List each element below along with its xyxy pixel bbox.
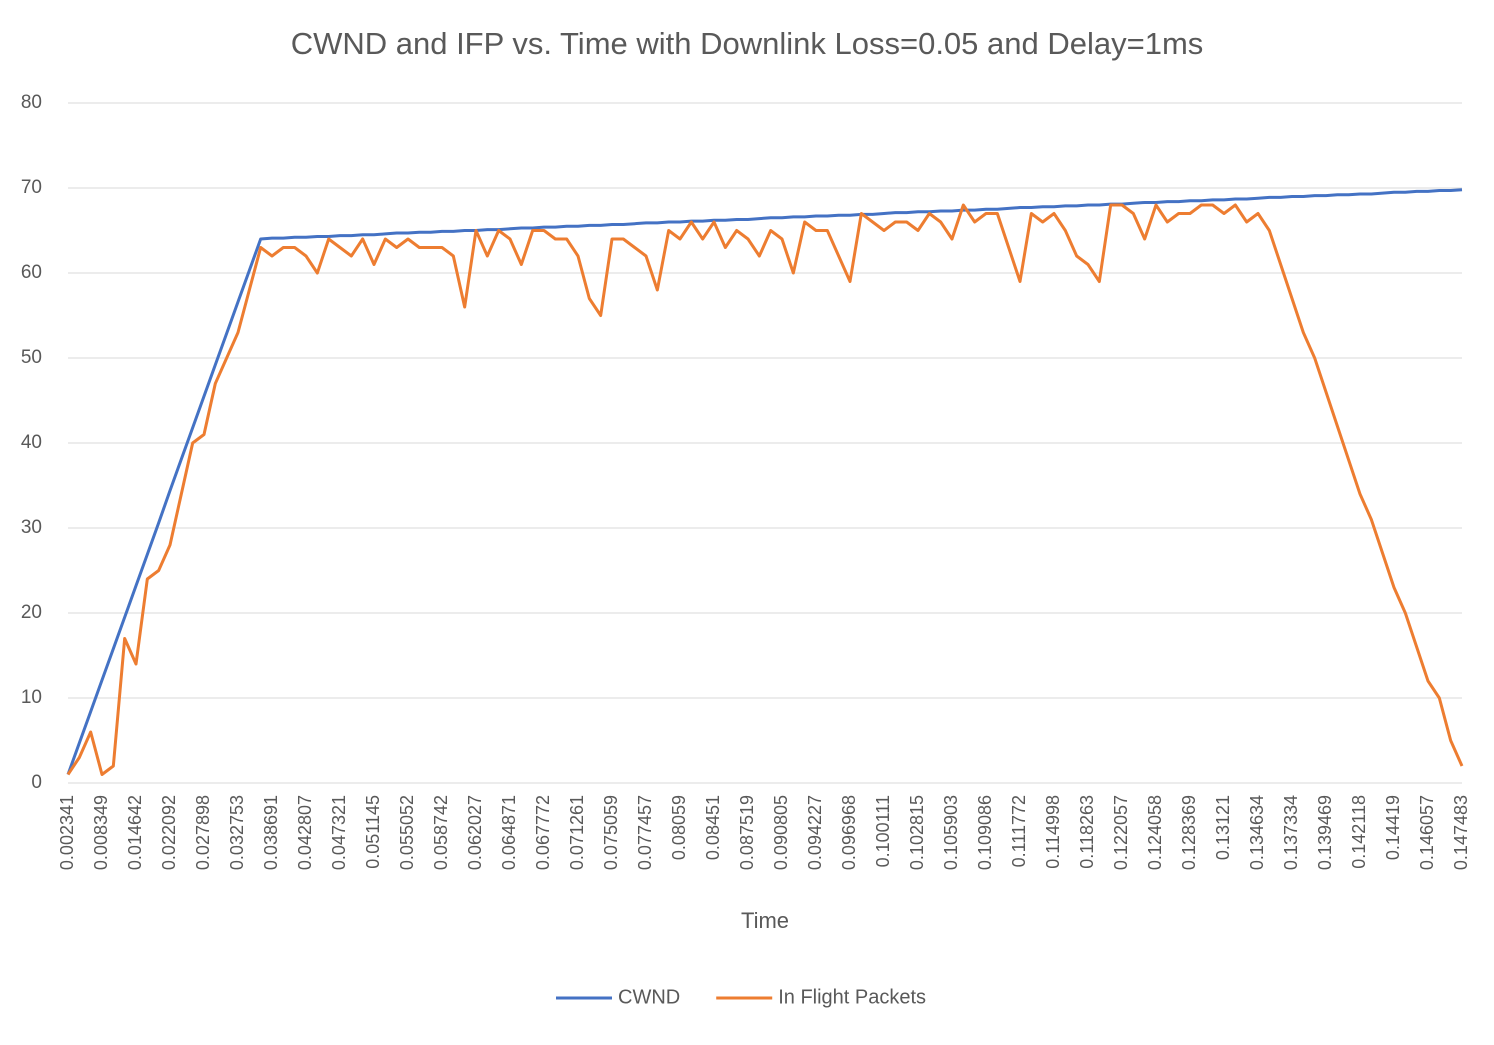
y-tick-label: 50 (21, 347, 42, 368)
y-tick-label: 70 (21, 177, 42, 198)
x-tick-label: 0.128369 (1179, 795, 1199, 870)
legend-label: CWND (618, 986, 680, 1008)
x-tick-label: 0.105903 (941, 795, 961, 870)
x-tick-label: 0.094227 (805, 795, 825, 870)
x-tick-label: 0.075059 (601, 795, 621, 870)
y-tick-label: 80 (21, 92, 42, 113)
x-axis-title: Time (741, 908, 789, 933)
x-tick-label: 0.062027 (465, 795, 485, 870)
x-tick-label: 0.146057 (1417, 795, 1437, 870)
x-tick-label: 0.038691 (261, 795, 281, 870)
x-tick-label: 0.114998 (1043, 795, 1063, 869)
x-tick-label: 0.134634 (1247, 795, 1267, 870)
x-tick-label: 0.077457 (635, 795, 655, 870)
x-tick-label: 0.055052 (397, 795, 417, 870)
x-tick-label: 0.014642 (125, 795, 145, 870)
x-tick-label: 0.08059 (669, 795, 689, 860)
x-tick-label: 0.002341 (57, 795, 77, 870)
x-tick-label: 0.100111 (873, 795, 893, 867)
x-tick-label: 0.096968 (839, 795, 859, 870)
x-tick-label: 0.111772 (1009, 795, 1029, 867)
x-tick-label: 0.008349 (91, 795, 111, 870)
x-tick-label: 0.122057 (1111, 795, 1131, 870)
y-tick-label: 10 (21, 687, 42, 708)
x-tick-label: 0.042807 (295, 795, 315, 870)
x-tick-label: 0.14419 (1383, 795, 1403, 860)
y-tick-label: 60 (21, 262, 42, 283)
x-tick-label: 0.047321 (329, 795, 349, 870)
x-tick-label: 0.139469 (1315, 795, 1335, 870)
y-tick-label: 40 (21, 432, 42, 453)
legend-label: In Flight Packets (778, 986, 926, 1008)
y-tick-label: 0 (31, 772, 42, 793)
chart-title: CWND and IFP vs. Time with Downlink Loss… (291, 26, 1204, 61)
series-line (66, 188, 1463, 776)
x-tick-label: 0.118263 (1077, 795, 1097, 869)
x-tick-label: 0.13121 (1213, 795, 1233, 860)
series-line (66, 203, 1464, 776)
x-tick-label: 0.147483 (1451, 795, 1471, 870)
x-tick-label: 0.067772 (533, 795, 553, 870)
x-tick-label: 0.137334 (1281, 795, 1301, 870)
x-tick-label: 0.090805 (771, 795, 791, 870)
x-tick-label: 0.142118 (1349, 795, 1369, 869)
x-tick-label: 0.032753 (227, 795, 247, 870)
x-tick-label: 0.109086 (975, 795, 995, 870)
x-tick-label: 0.087519 (737, 795, 757, 870)
x-tick-label: 0.027898 (193, 795, 213, 870)
x-tick-label: 0.102815 (907, 795, 927, 870)
x-tick-label: 0.071261 (567, 795, 587, 870)
x-tick-label: 0.051145 (363, 795, 383, 869)
x-tick-label: 0.064871 (499, 795, 519, 870)
y-tick-label: 30 (21, 517, 42, 538)
y-tick-label: 20 (21, 602, 42, 623)
x-tick-label: 0.124058 (1145, 795, 1165, 870)
x-tick-label: 0.058742 (431, 795, 451, 870)
x-tick-label: 0.08451 (703, 795, 723, 860)
x-tick-label: 0.022092 (159, 795, 179, 870)
